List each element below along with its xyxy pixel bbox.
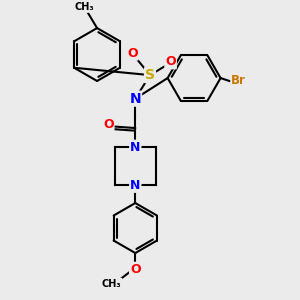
Text: Br: Br [231,74,246,88]
Text: O: O [165,56,176,68]
Text: O: O [130,263,141,276]
Text: N: N [130,179,140,192]
Text: N: N [130,141,140,154]
Text: CH₃: CH₃ [102,279,122,289]
Text: O: O [103,118,114,131]
Text: CH₃: CH₃ [75,2,94,12]
Text: S: S [145,68,155,82]
Text: N: N [130,92,141,106]
Text: O: O [127,46,138,60]
